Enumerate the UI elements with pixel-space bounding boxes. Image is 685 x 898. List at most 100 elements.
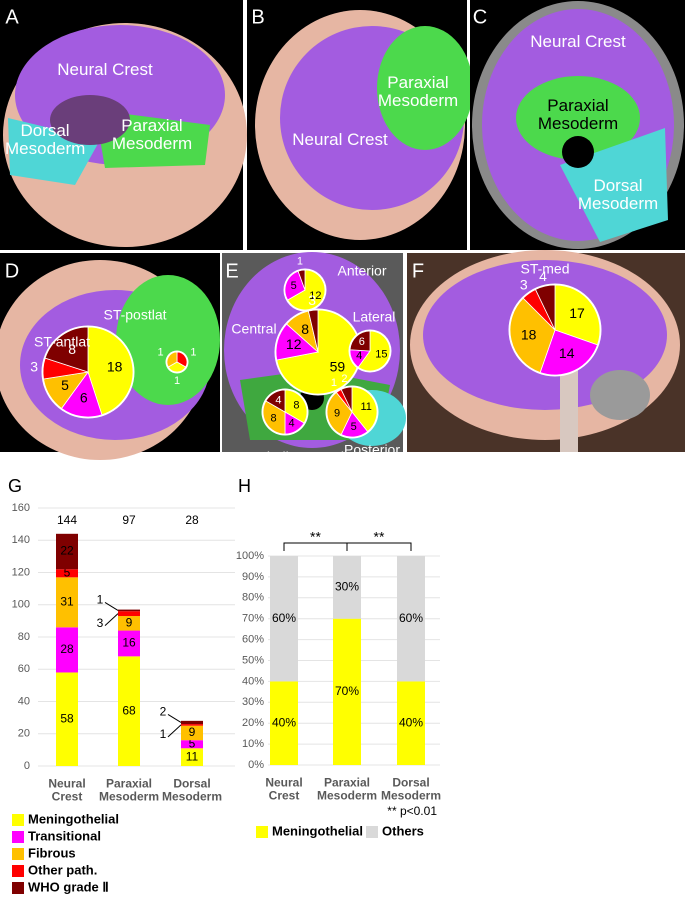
bar-segment (181, 724, 203, 726)
y-tick-label: 60 (18, 663, 30, 675)
slice-label: 18 (107, 358, 123, 374)
y-tick-label: 20% (242, 717, 264, 729)
slice-label: 1 (331, 377, 337, 389)
pie-slice (284, 270, 306, 301)
value-label: 28 (60, 642, 74, 656)
legend-swatch (12, 865, 24, 877)
slice-label: 8 (301, 321, 309, 337)
value-label: 40% (272, 715, 296, 729)
slice-label: 12 (286, 336, 302, 352)
pie-title: Posterior (344, 442, 400, 458)
x-tick-label: Paraxial Mesoderm (316, 775, 378, 802)
panel-letter: D (5, 260, 19, 282)
panel-b-image (247, 0, 473, 250)
pie-slice (287, 269, 326, 311)
value-label: 30% (335, 580, 359, 594)
bar-segment (333, 556, 361, 619)
panel-letter: C (473, 6, 487, 28)
slice-label: 1 (297, 255, 303, 267)
value-label: 1 (160, 727, 167, 741)
y-tick-label: 90% (242, 571, 264, 583)
bar-segment (56, 569, 78, 578)
region-label: Paraxial Mesoderm (537, 96, 619, 133)
bar-segment (181, 740, 203, 749)
slice-label: 2 (341, 373, 347, 385)
slice-label: 1 (174, 375, 180, 387)
slice-label: 3 (308, 292, 316, 308)
slice-label: 5 (351, 421, 357, 433)
region-label: Neural Crest (57, 60, 153, 80)
region-label: Paraxial Mesoderm (111, 116, 193, 153)
slice-label: 1 (157, 346, 163, 358)
bar-segment (56, 533, 78, 570)
legend-label: Transitional (28, 828, 101, 843)
panel-letter: F (412, 260, 424, 282)
pie-title: ST-antlat (34, 334, 90, 350)
region-label: Neural Crest (530, 32, 626, 52)
pie-slice (44, 326, 89, 373)
y-tick-label: 80 (18, 631, 30, 643)
y-tick-label: 10% (242, 738, 264, 750)
bar-segment (333, 618, 361, 765)
slice-label: 8 (271, 413, 277, 425)
slice-label: 6 (80, 389, 88, 405)
value-label: 5 (64, 565, 71, 579)
y-tick-label: 40 (18, 695, 30, 707)
pie-slice (166, 351, 178, 368)
legend-label: Other path. (28, 862, 97, 877)
pie-slice (509, 297, 556, 373)
y-tick-label: 160 (12, 502, 30, 514)
panel-c-image (470, 0, 685, 250)
y-tick-label: 50% (242, 654, 264, 666)
y-tick-label: 30% (242, 696, 264, 708)
legend-label: WHO grade Ⅱ (28, 879, 109, 894)
leader-line (104, 613, 119, 626)
y-tick-label: 0 (24, 760, 30, 772)
value-label: 2 (160, 705, 167, 719)
bar-segment (181, 725, 203, 741)
bar-segment (56, 672, 78, 766)
value-label: 3 (97, 616, 104, 630)
slice-label: 4 (275, 394, 281, 406)
total-label: 97 (122, 513, 136, 527)
bar-segment (397, 681, 425, 765)
bar-segment (118, 611, 140, 617)
annotation: ** (374, 529, 385, 545)
pie-title: ST-med (520, 261, 569, 277)
slice-label: 5 (291, 280, 297, 292)
bar-segment (118, 609, 140, 612)
value-label: 16 (122, 636, 136, 650)
slice-label: 4 (539, 268, 547, 284)
value-label: 9 (126, 615, 133, 629)
pie-slice (349, 330, 371, 352)
region-label: Dorsal Mesoderm (577, 176, 659, 213)
bar-segment (270, 681, 298, 765)
slice-label: 15 (375, 349, 387, 361)
legend-label: Meningothelial (272, 823, 363, 838)
pie-slice (265, 389, 286, 413)
legend-label: Fibrous (28, 845, 76, 860)
slice-label: 17 (569, 305, 585, 321)
legend-label: Meningothelial (28, 811, 119, 826)
panel-letter: A (5, 6, 19, 28)
bar-segment (397, 556, 425, 682)
pie-slice (307, 309, 319, 353)
slice-label: 8 (293, 399, 299, 411)
x-tick-label: Neural Crest (48, 776, 86, 803)
pie-slice (534, 284, 556, 331)
bar-segment (270, 556, 298, 682)
pie-slice (351, 386, 378, 433)
value-label: 5 (189, 736, 196, 750)
panel-a-image (0, 0, 247, 250)
leader-line (104, 601, 119, 611)
panel-letter: B (251, 6, 264, 28)
y-tick-label: 70% (242, 613, 264, 625)
region-label: Neural Crest (292, 130, 388, 150)
y-tick-label: 0% (248, 759, 264, 771)
bar-segment (118, 630, 140, 657)
slice-label: 11 (360, 401, 371, 413)
slice-label: 1 (190, 346, 196, 358)
value-label: 68 (122, 703, 136, 717)
total-label: 144 (57, 513, 77, 527)
